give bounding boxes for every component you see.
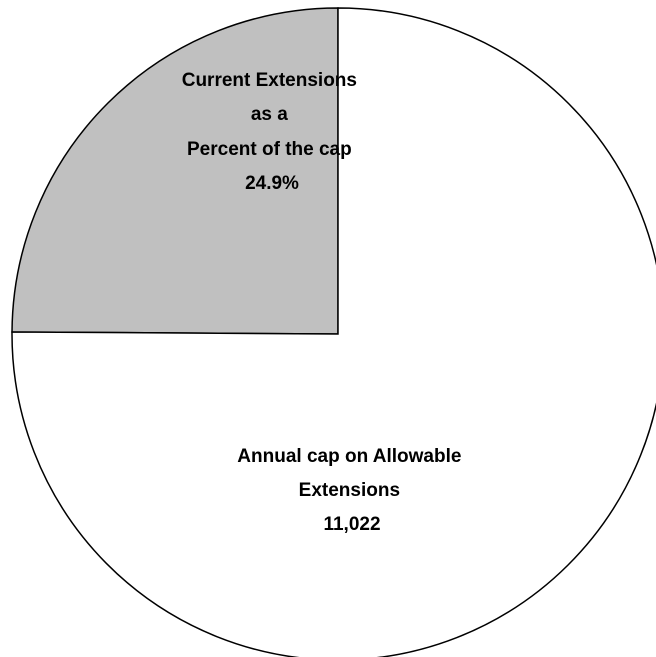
slice-label-current-line3: Percent of the cap xyxy=(187,139,352,160)
slice-label-current-line1: Current Extensions xyxy=(182,70,357,91)
slice-label-annual-line1: Annual cap on Allowable xyxy=(237,446,461,467)
pie-slice-annual-cap xyxy=(11,7,656,657)
slice-value-annual-cap: 11,022 xyxy=(323,514,380,535)
slice-value-current-percent: 24.9% xyxy=(245,173,299,194)
pie-slice-current-extensions xyxy=(11,7,339,335)
slice-label-annual-line2: Extensions xyxy=(299,480,400,501)
slice-label-current-extensions: Current Extensions as a Percent of the c… xyxy=(182,70,363,194)
slice-label-current-line2: as a xyxy=(251,104,288,125)
pie-slices xyxy=(11,7,656,657)
slice-label-annual-cap: Annual cap on Allowable Extensions 11,02… xyxy=(237,446,466,535)
